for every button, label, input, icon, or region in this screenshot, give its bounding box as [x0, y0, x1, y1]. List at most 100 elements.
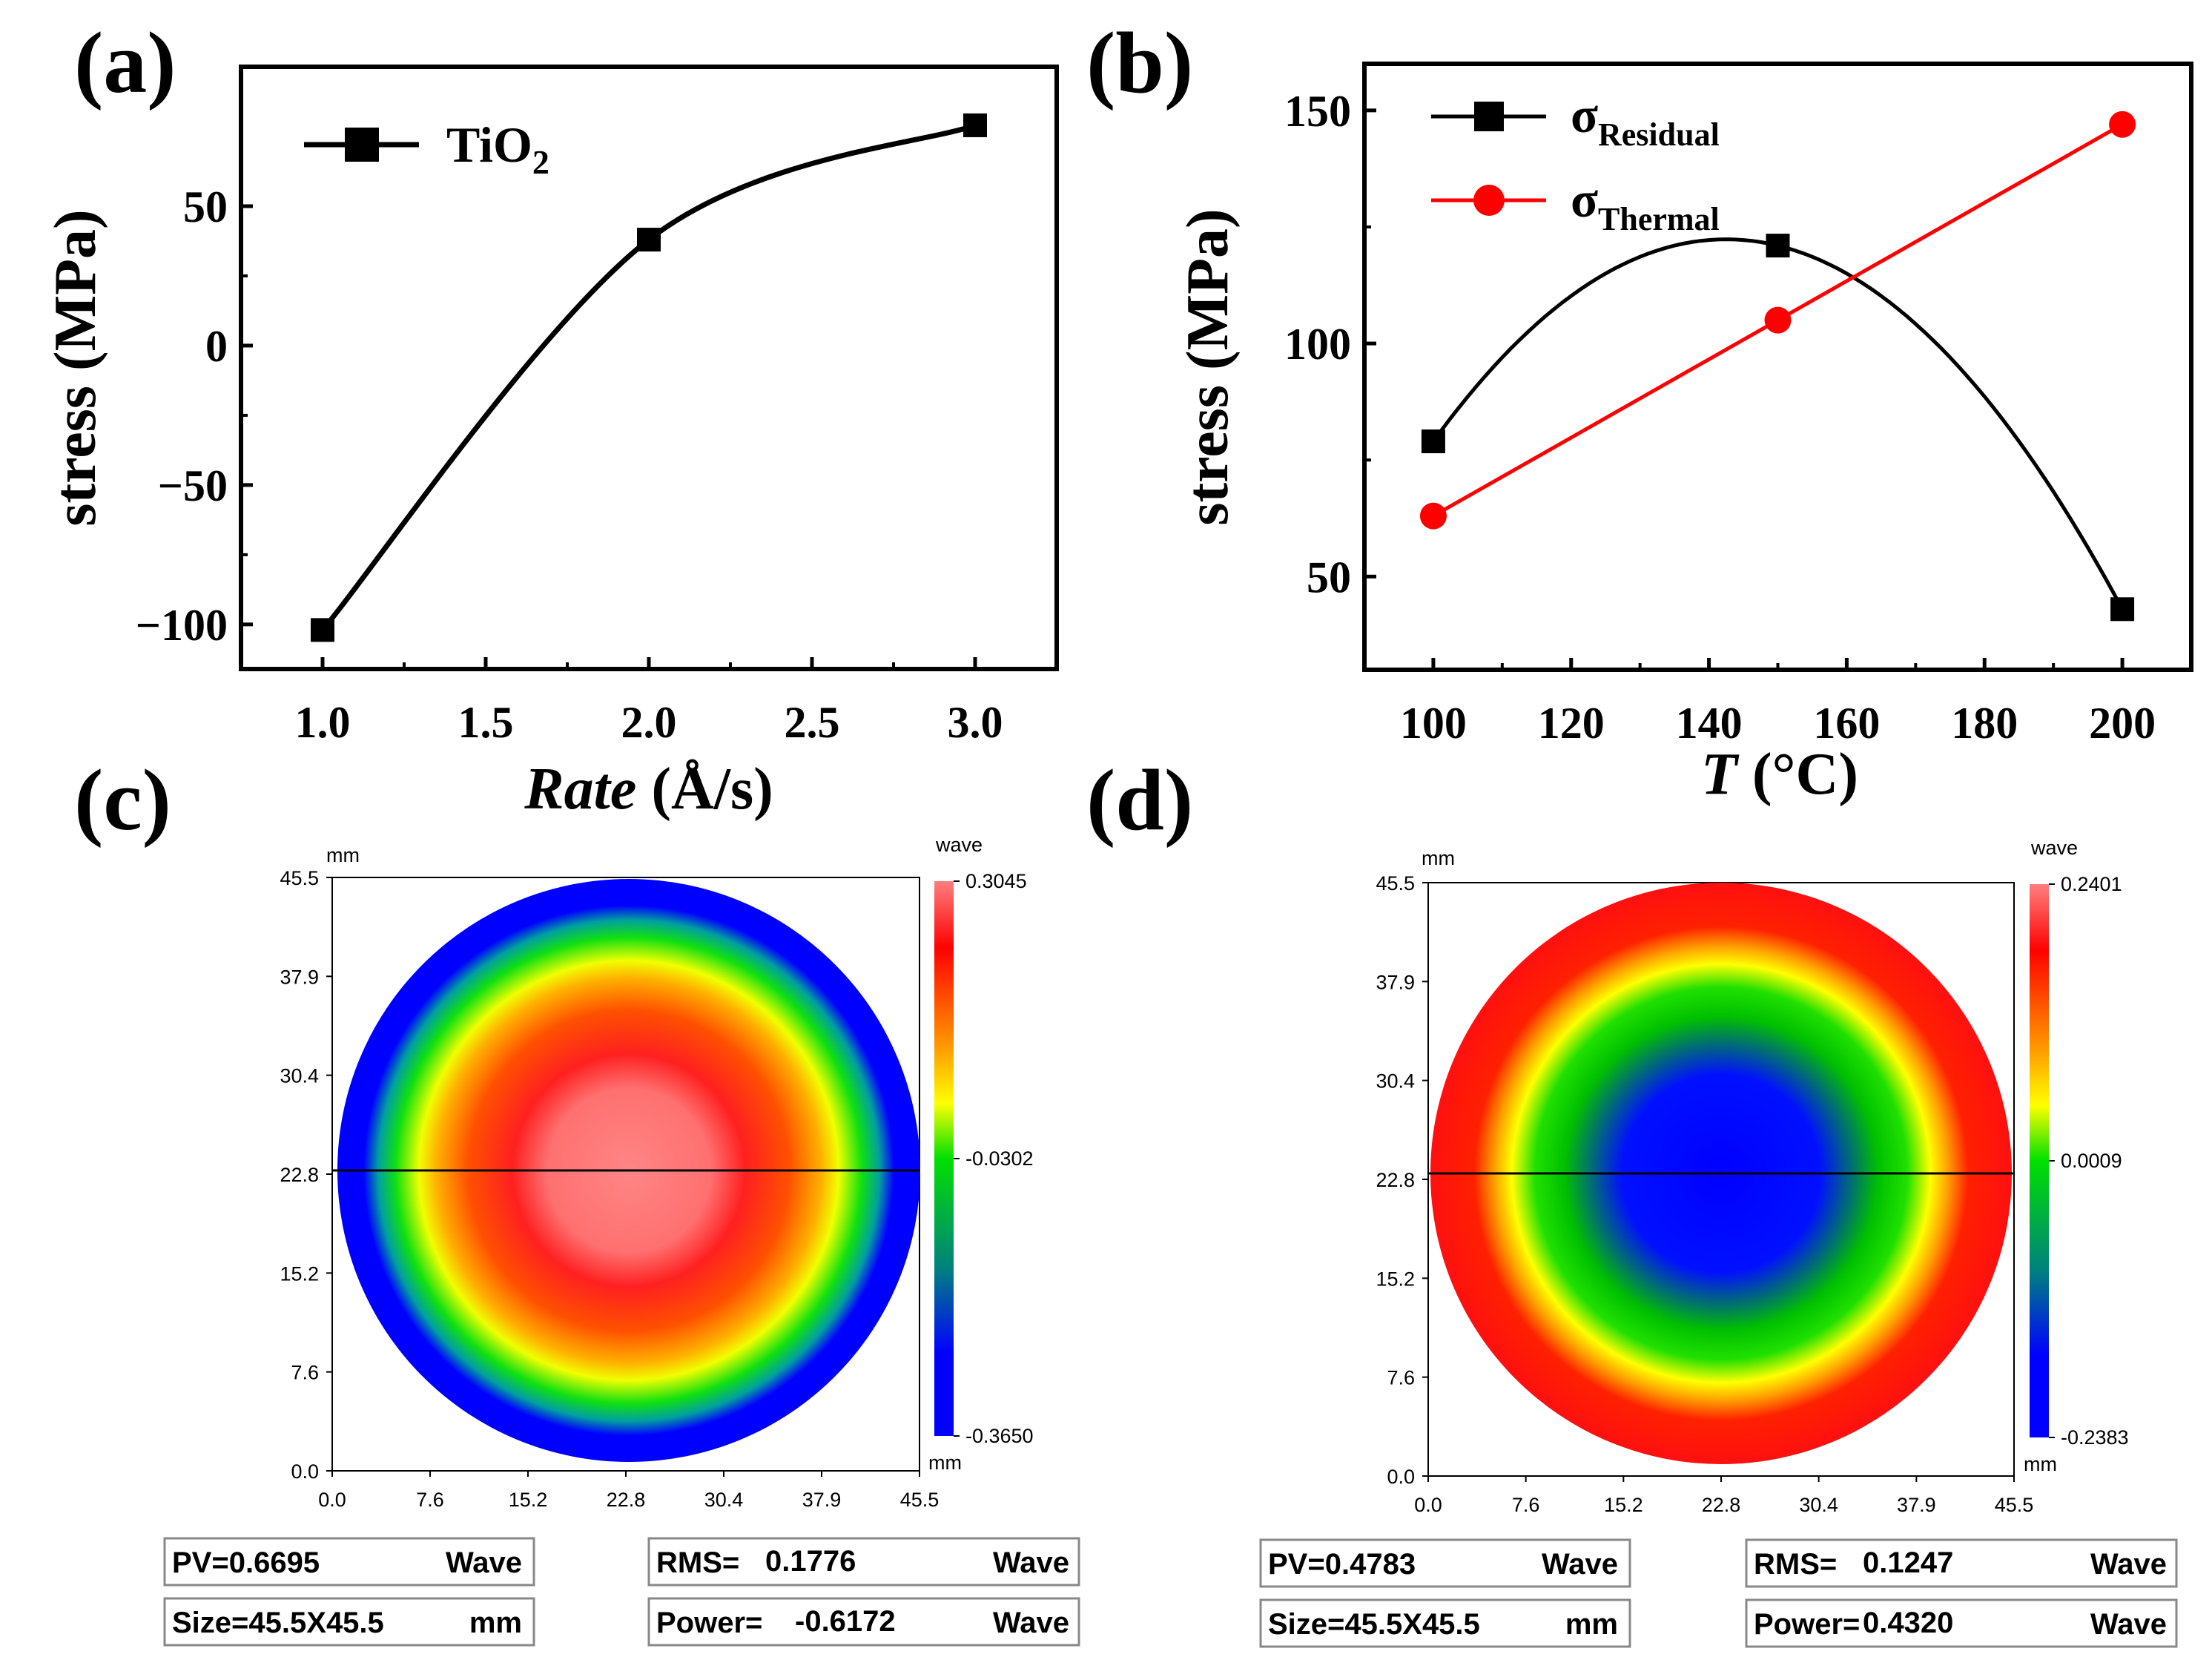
- chart-b-residual-point: [1421, 429, 1445, 454]
- map-d-power-label: Power=: [1754, 1608, 1860, 1641]
- map-c-xtick-label: 45.5: [900, 1489, 940, 1511]
- map-d-xtick-label: 22.8: [1702, 1494, 1741, 1516]
- map-d-rms-value: 0.1247: [1863, 1546, 1953, 1579]
- map-d-size: Size=45.5X45.5: [1268, 1608, 1480, 1641]
- map-d-xtick-label: 37.9: [1897, 1494, 1936, 1516]
- chart-b-legend-residual-marker: [1474, 102, 1504, 131]
- chart-b-thermal-point: [1419, 502, 1447, 530]
- chart-b-ytick-label: 100: [1284, 320, 1351, 369]
- map-d-size-value: 45.5X45.5: [1344, 1608, 1479, 1641]
- map-c-colorbar: [934, 881, 954, 1436]
- map-c-xtick-label: 37.9: [802, 1489, 842, 1511]
- map-d-ytick-label: 15.2: [1376, 1268, 1415, 1290]
- map-d-xtick-label: 45.5: [1995, 1494, 2034, 1516]
- map-c-pv-box: [163, 1537, 535, 1587]
- map-c-xtick-label: 15.2: [509, 1489, 548, 1511]
- map-c-pv-unit: Wave: [446, 1546, 522, 1579]
- map-d-ytick-label: 7.6: [1387, 1367, 1415, 1389]
- map-c-ytick-label: 0.0: [291, 1460, 319, 1483]
- map-d-size-label: Size=: [1268, 1608, 1344, 1641]
- map-d-ytick-label: 37.9: [1376, 971, 1415, 993]
- chart-b-xtick-label: 120: [1538, 699, 1605, 748]
- chart-a-legend-name: TiO: [446, 116, 532, 173]
- chart-b-residual-point: [1766, 234, 1790, 258]
- panel-label-b: (b): [1086, 14, 1193, 111]
- map-c-ytick-label: 7.6: [291, 1362, 319, 1384]
- map-c-pv: PV=0.6695: [172, 1546, 320, 1579]
- map-c-colorbar-min: -0.3650: [965, 1425, 1034, 1447]
- map-d-ytick-label: 45.5: [1376, 872, 1415, 895]
- map-c-size-unit: mm: [469, 1607, 522, 1639]
- map-d-pv-label: PV=: [1268, 1548, 1325, 1581]
- map-c-xtick-label: 0.0: [318, 1489, 346, 1511]
- map-d-pv-value: 0.4783: [1325, 1548, 1416, 1581]
- map-c-rms-unit: Wave: [993, 1546, 1069, 1579]
- panel-label-c: (c): [74, 751, 171, 849]
- map-c-power-value: -0.6172: [795, 1605, 896, 1638]
- map-d-power-value: 0.4320: [1863, 1607, 1953, 1639]
- chart-a-xlabel: Rate (Å/s): [524, 757, 773, 822]
- map-d-size-unit: mm: [1565, 1608, 1618, 1641]
- panel-label-d: (d): [1086, 751, 1193, 849]
- chart-b-legend-residual-name: σ: [1571, 87, 1598, 143]
- chart-b-xlabel-var: T: [1701, 742, 1740, 807]
- chart-b-series-residual-line: [1431, 237, 2124, 610]
- map-d-pv: PV=0.4783: [1268, 1548, 1416, 1581]
- map-d-ytick-label: 30.4: [1376, 1070, 1415, 1093]
- chart-b-legend-residual-sub: Residual: [1598, 116, 1720, 153]
- chart-b-legend-thermal-sub: Thermal: [1598, 201, 1720, 237]
- chart-b-xtick-label: 160: [1813, 699, 1880, 748]
- chart-b-ytick-label: 50: [1307, 553, 1351, 602]
- map-d-colorbar: [2030, 884, 2049, 1437]
- chart-b-legend-thermal-marker: [1473, 185, 1505, 216]
- map-d-rms-box: [1745, 1538, 2178, 1588]
- chart-b-legend-residual-label: σResidual: [1571, 87, 1720, 153]
- map-c-ytick-label: 45.5: [280, 867, 319, 889]
- chart-a-ytick-label: 0: [205, 322, 228, 371]
- map-c-xtick-label: 30.4: [704, 1489, 744, 1511]
- map-c-pv-value: 0.6695: [229, 1546, 320, 1579]
- map-c-size-value: 45.5X45.5: [248, 1607, 383, 1639]
- map-c-power-unit: Wave: [993, 1607, 1069, 1639]
- map-d-rms-label: RMS=: [1754, 1548, 1837, 1581]
- chart-a-point: [637, 228, 661, 252]
- map-c-ytick-label: 22.8: [280, 1164, 319, 1186]
- map-d-colorbar-min: -0.2383: [2061, 1426, 2129, 1449]
- map-c-power-box: [647, 1597, 1080, 1647]
- map-c-ytick-label: 15.2: [280, 1262, 319, 1285]
- map-d-xtick-label: 0.0: [1414, 1494, 1442, 1516]
- map-c-xtick-label: 22.8: [607, 1489, 646, 1511]
- chart-a-ytick-label: 50: [183, 182, 228, 231]
- chart-a-point: [963, 113, 987, 137]
- chart-a-xtick-label: 3.0: [948, 698, 1003, 747]
- map-c-ytick-label: 37.9: [280, 966, 319, 988]
- chart-a-xtick-label: 1.5: [458, 698, 514, 747]
- map-d-colorbar-mid: 0.0009: [2061, 1150, 2122, 1172]
- chart-b-thermal-point: [2109, 111, 2136, 138]
- chart-a: 1.0 1.5 2.0 2.5 3.0 −100 −50 0 50 stress (MPa) R…: [43, 65, 1059, 822]
- map-d-xtick-label: 7.6: [1512, 1494, 1540, 1516]
- map-d-ytick-label: 0.0: [1387, 1466, 1415, 1488]
- map-d: mm 0.0 7.6 15.2 22.8 30.4 37.9 45.5 45.5 37.9 30.…: [1259, 837, 2178, 1648]
- map-d-colorbar-max: 0.2401: [2061, 873, 2122, 895]
- map-d-power-box: [1745, 1598, 2178, 1648]
- map-c-size-box: [163, 1597, 535, 1647]
- chart-a-xtick-label: 1.0: [295, 698, 351, 747]
- chart-a-series-tio2-line: [320, 122, 977, 632]
- map-d-colorbar-title: wave: [2030, 837, 2078, 859]
- map-d-x-unit: mm: [2024, 1453, 2057, 1475]
- map-d-xtick-label: 15.2: [1604, 1494, 1643, 1516]
- chart-b-ylabel: stress (MPa): [1175, 208, 1241, 525]
- map-c-rms-label: RMS=: [656, 1546, 739, 1579]
- map-c-rms-value: 0.1776: [765, 1545, 856, 1578]
- chart-b-xtick-label: 140: [1676, 699, 1743, 748]
- map-c-size: Size=45.5X45.5: [172, 1607, 384, 1639]
- map-d-y-unit: mm: [1422, 847, 1455, 869]
- map-c-x-unit: mm: [928, 1452, 962, 1474]
- chart-a-legend-sub: 2: [532, 143, 549, 181]
- chart-a-legend-label: TiO2: [446, 116, 549, 181]
- chart-a-xtick-label: 2.5: [785, 698, 840, 747]
- chart-a-ylabel: stress (MPa): [43, 209, 108, 526]
- map-d-xtick-label: 30.4: [1799, 1494, 1838, 1516]
